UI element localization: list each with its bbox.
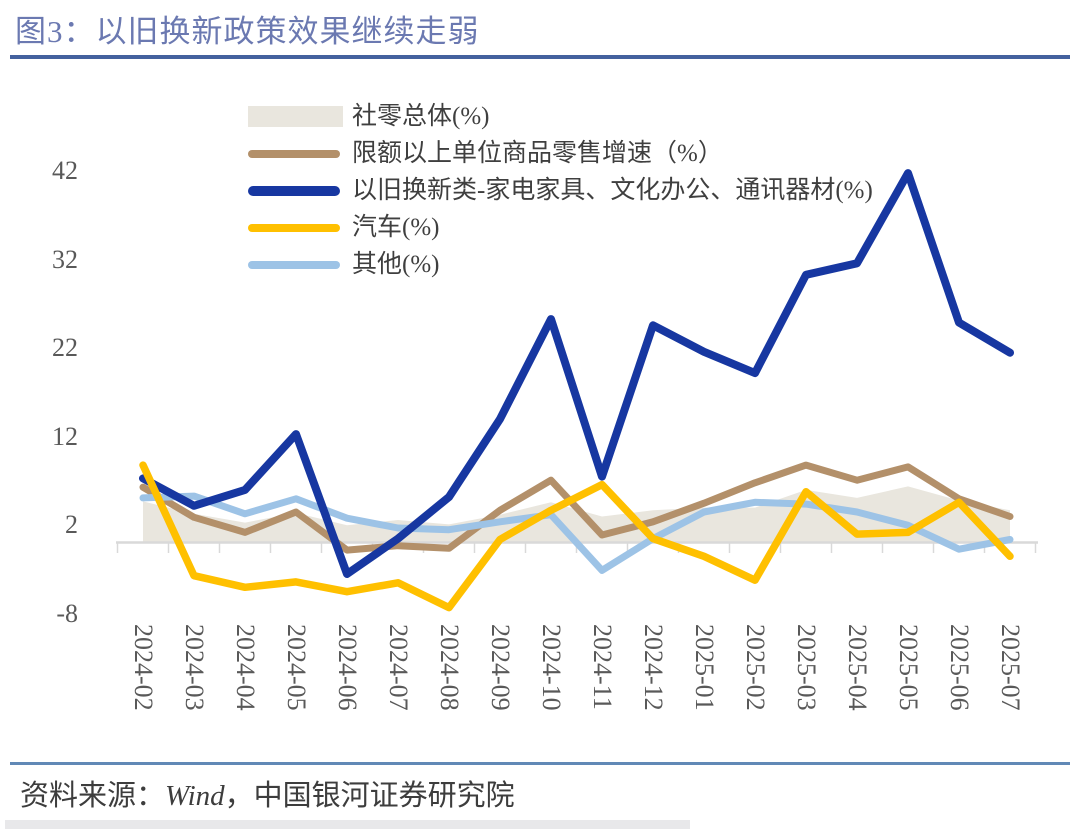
legend-swatch-icon bbox=[248, 224, 340, 232]
x-tick-label: 2024-11 bbox=[588, 624, 617, 710]
y-tick-label: 22 bbox=[52, 333, 78, 363]
x-tick-label: 2024-12 bbox=[639, 624, 668, 711]
line-series-3 bbox=[139, 461, 1014, 612]
source-name: Wind bbox=[165, 780, 225, 812]
source-prefix: 资料来源： bbox=[20, 780, 166, 812]
x-tick-label: 2024-06 bbox=[333, 624, 362, 711]
line-series-2 bbox=[139, 169, 1014, 578]
y-tick-label: 12 bbox=[52, 421, 78, 451]
legend-label: 汽车(%) bbox=[352, 214, 440, 241]
next-section-peek bbox=[5, 820, 690, 829]
legend-swatch-icon bbox=[248, 186, 340, 196]
y-tick-label: -8 bbox=[56, 598, 78, 628]
x-tick-label: 2025-03 bbox=[792, 624, 821, 711]
x-tick-label: 2024-03 bbox=[180, 624, 209, 711]
legend-swatch-icon bbox=[248, 261, 340, 269]
x-tick-label: 2024-02 bbox=[129, 624, 158, 711]
legend-label: 限额以上单位商品零售增速（%） bbox=[352, 140, 723, 167]
source-suffix: ，中国银河证券研究院 bbox=[224, 780, 515, 812]
x-tick-label: 2025-06 bbox=[945, 624, 974, 711]
chart-title: 图3：以旧换新政策效果继续走弱 bbox=[15, 14, 480, 49]
x-tick-label: 2025-04 bbox=[843, 624, 872, 711]
x-tick-label: 2025-01 bbox=[690, 624, 719, 711]
legend-label: 社零总体(%) bbox=[352, 103, 490, 130]
x-tick-label: 2025-05 bbox=[894, 624, 923, 711]
title-divider bbox=[10, 55, 1070, 59]
x-tick-label: 2024-05 bbox=[282, 624, 311, 711]
footer-divider bbox=[10, 762, 1070, 765]
legend-label: 以旧换新类-家电家具、文化办公、通讯器材(%) bbox=[352, 177, 873, 204]
x-tick-label: 2025-07 bbox=[996, 624, 1025, 711]
line-series-1 bbox=[139, 461, 1014, 554]
y-tick-label: 2 bbox=[65, 510, 78, 540]
legend-swatch-icon bbox=[248, 150, 340, 158]
x-tick-label: 2024-07 bbox=[384, 624, 413, 711]
x-tick-label: 2024-10 bbox=[537, 624, 566, 711]
x-tick-label: 2024-08 bbox=[435, 624, 464, 711]
source-note: 资料来源：Wind，中国银河证券研究院 bbox=[20, 772, 515, 814]
legend-swatch-icon bbox=[248, 106, 343, 127]
x-tick-label: 2025-02 bbox=[741, 624, 770, 711]
y-tick-label: 32 bbox=[52, 244, 78, 274]
line-series-4 bbox=[139, 492, 1014, 574]
y-tick-label: 42 bbox=[52, 156, 78, 186]
x-tick-label: 2024-04 bbox=[231, 624, 260, 711]
legend-label: 其他(%) bbox=[352, 251, 440, 278]
x-tick-label: 2024-09 bbox=[486, 624, 515, 711]
